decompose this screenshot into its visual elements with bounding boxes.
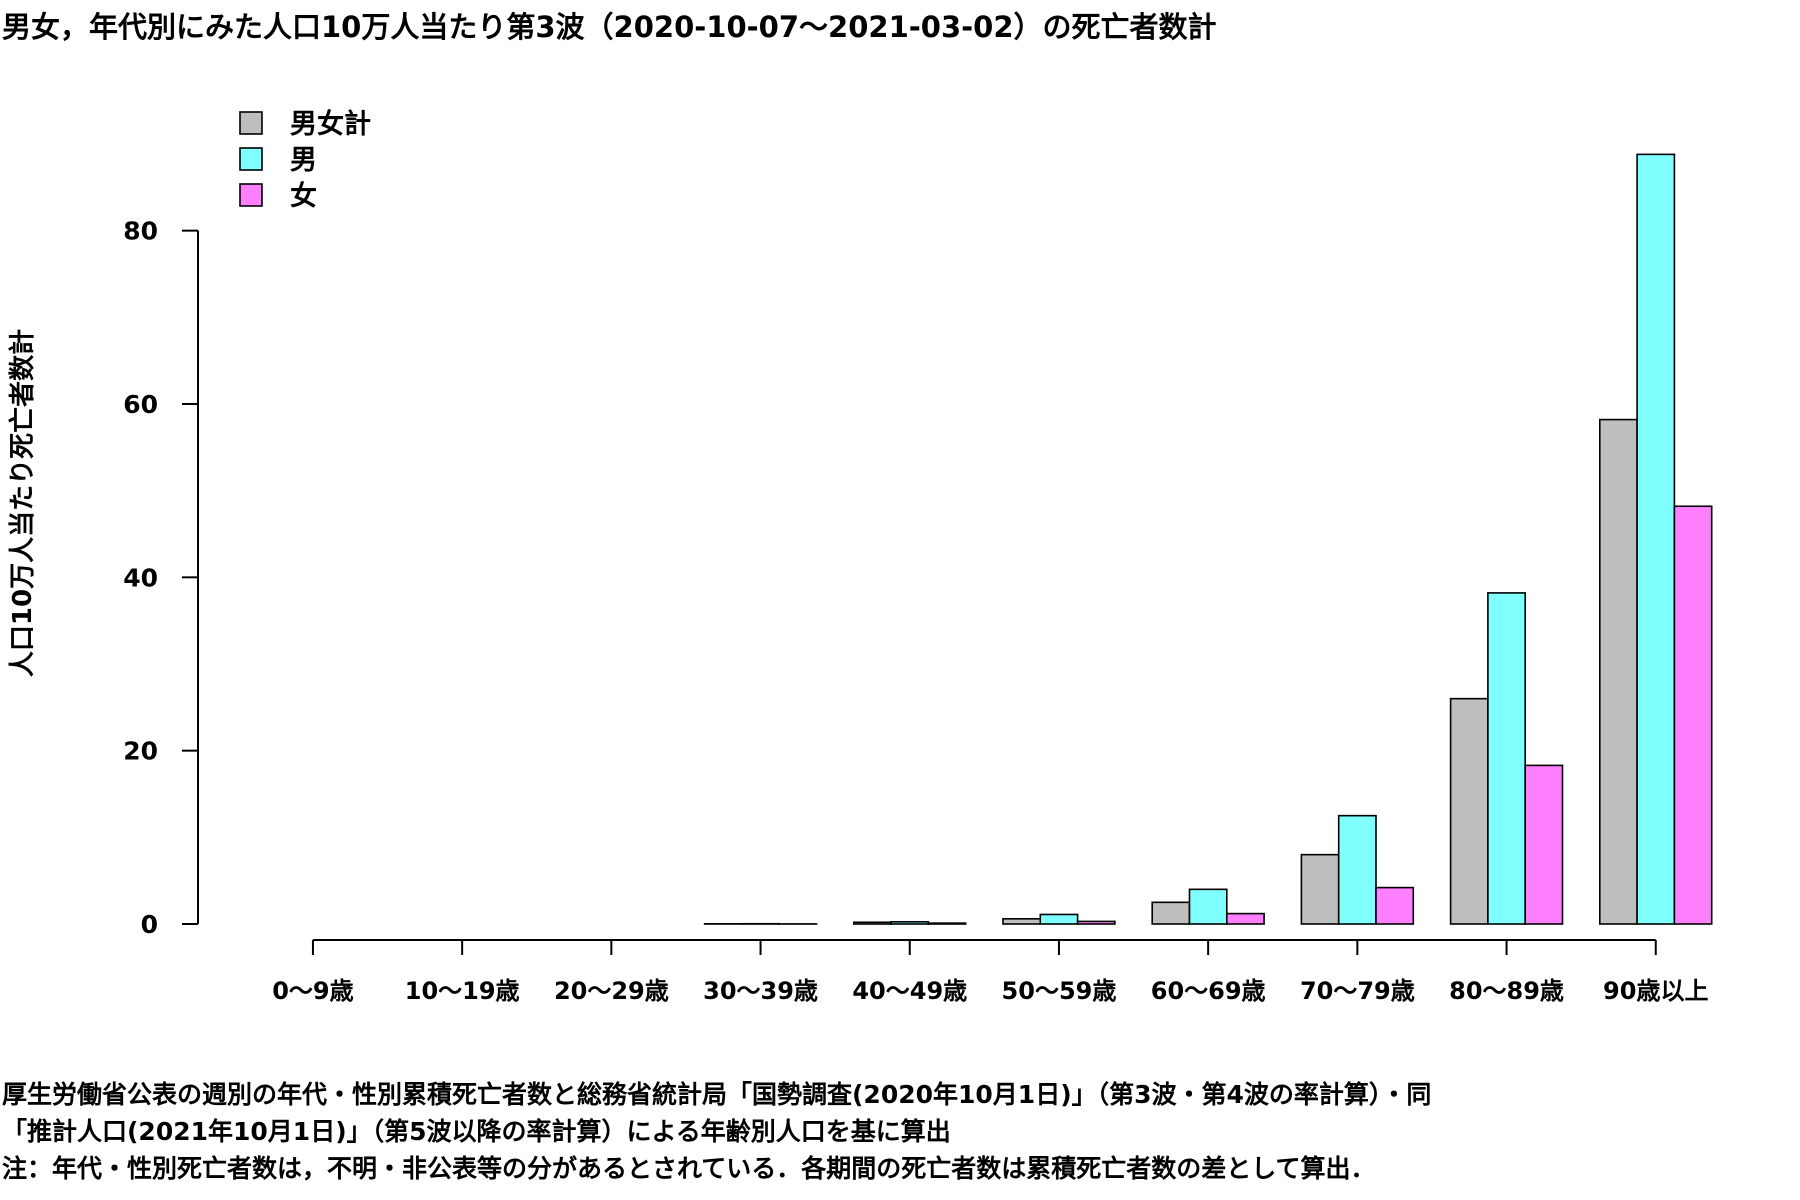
legend-swatch bbox=[239, 147, 263, 171]
bar bbox=[1002, 917, 1042, 925]
bar bbox=[1487, 592, 1527, 925]
y-tick-label: 0 bbox=[141, 910, 158, 939]
bar bbox=[1636, 153, 1676, 925]
y-tick-label: 20 bbox=[123, 737, 158, 766]
footnote-line-3: 注：年代・性別死亡者数は，不明・非公表等の分があるとされている．各期間の死亡者数… bbox=[2, 1154, 1376, 1183]
x-tick-label: 10〜19歳 bbox=[405, 977, 520, 1005]
y-tick-label: 80 bbox=[123, 217, 158, 246]
legend-swatch bbox=[239, 111, 263, 135]
x-tick-label: 40〜49歳 bbox=[852, 977, 967, 1005]
y-tick-label: 60 bbox=[123, 390, 158, 419]
bar bbox=[1449, 697, 1489, 925]
x-tick-label: 20〜29歳 bbox=[554, 977, 669, 1005]
bar bbox=[1151, 901, 1191, 925]
bar bbox=[890, 921, 930, 925]
bar bbox=[1076, 920, 1116, 925]
x-tick-label: 70〜79歳 bbox=[1300, 977, 1415, 1005]
footnote-line-2: 「推計人口(2021年10月1日)」（第5波以降の率計算）による年齢別人口を基に… bbox=[2, 1117, 951, 1146]
x-axis: 0〜9歳 10〜19歳 20〜29歳 30〜39歳 40〜49歳 50〜59歳 60〜69歳… bbox=[272, 939, 1708, 1005]
x-tick-label: 80〜89歳 bbox=[1449, 977, 1564, 1005]
bar bbox=[1226, 912, 1265, 925]
chart-title: 男女，年代別にみた人口10万人当たり第3波（2020-10-07〜2021-03… bbox=[2, 10, 1217, 44]
bar bbox=[1599, 418, 1638, 925]
bar bbox=[1524, 764, 1564, 925]
bar bbox=[927, 922, 967, 925]
x-tick-label: 50〜59歳 bbox=[1002, 977, 1117, 1005]
x-tick-label: 0〜9歳 bbox=[272, 977, 353, 1005]
bar bbox=[852, 921, 892, 925]
bar bbox=[1188, 888, 1228, 925]
bars bbox=[703, 153, 1713, 925]
footnotes: 厚生労働省公表の週別の年代・性別累積死亡者数と総務省統計局「国勢調査(2020年… bbox=[2, 1076, 1431, 1187]
bar bbox=[1673, 505, 1713, 925]
y-tick-label: 40 bbox=[123, 563, 158, 592]
legend-label: 男女計 bbox=[290, 108, 371, 140]
bar bbox=[1337, 814, 1377, 925]
legend-swatch bbox=[239, 183, 263, 207]
bar bbox=[1039, 913, 1079, 925]
y-axis-title: 人口10万人当たり死亡者数計 bbox=[7, 329, 38, 677]
bar bbox=[1375, 886, 1415, 925]
footnote-line-1: 厚生労働省公表の週別の年代・性別累積死亡者数と総務省統計局「国勢調査(2020年… bbox=[2, 1080, 1432, 1109]
legend-label: 男 bbox=[290, 145, 317, 176]
x-tick-label: 90歳以上 bbox=[1603, 977, 1708, 1005]
bar bbox=[1300, 853, 1340, 925]
x-tick-label: 60〜69歳 bbox=[1151, 977, 1266, 1005]
y-axis: 0 20 40 60 80 bbox=[123, 217, 199, 939]
x-tick-label: 30〜39歳 bbox=[703, 977, 818, 1005]
legend-label: 女 bbox=[290, 180, 317, 212]
